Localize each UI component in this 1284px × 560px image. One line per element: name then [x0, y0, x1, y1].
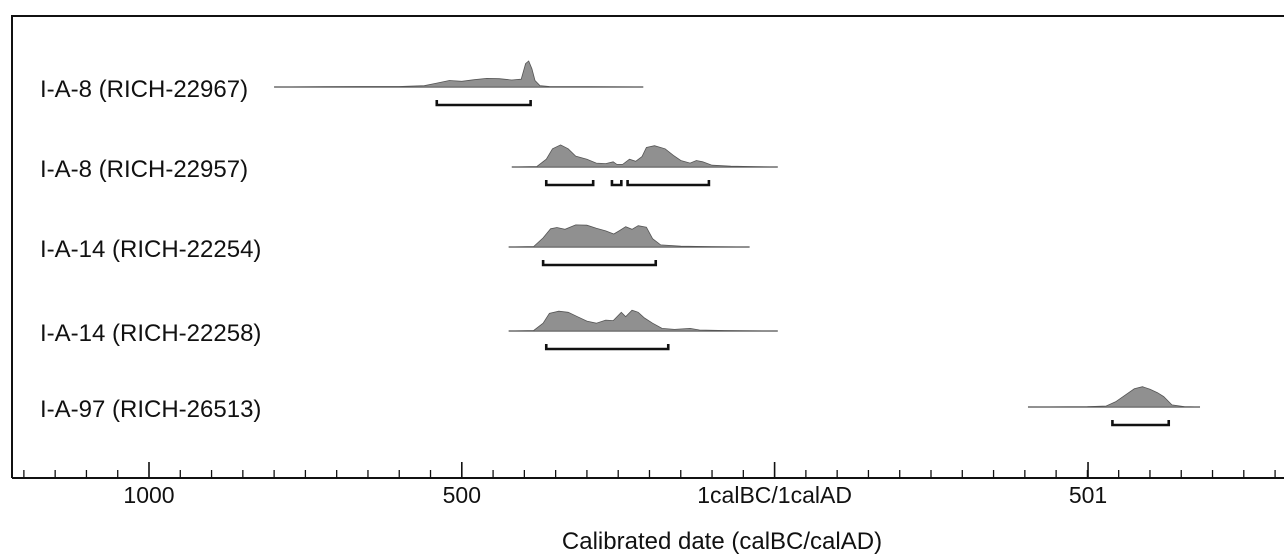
x-tick-label: 500	[443, 482, 481, 508]
probability-density	[509, 225, 750, 247]
x-tick-label: 501	[1069, 482, 1107, 508]
sample-label: I-A-14 (RICH-22258)	[40, 320, 261, 347]
probability-density	[274, 61, 643, 87]
probability-density	[512, 145, 778, 167]
sample-rows: I-A-8 (RICH-22967) I-A-8 (RICH-22957) I-A-…	[40, 61, 1200, 425]
sample-label: I-A-14 (RICH-22254)	[40, 236, 261, 263]
sample-row: I-A-8 (RICH-22967)	[40, 61, 643, 105]
sample-row: I-A-14 (RICH-22258)	[40, 310, 778, 349]
range-bracket	[437, 100, 531, 105]
range-bracket	[546, 180, 593, 185]
x-axis-ticks: 1000 500 1calBC/1calAD 501	[24, 462, 1275, 508]
sample-label: I-A-97 (RICH-26513)	[40, 396, 261, 423]
x-axis-title: Calibrated date (calBC/calAD)	[562, 528, 882, 555]
sample-row: I-A-97 (RICH-26513)	[40, 387, 1200, 425]
probability-density	[509, 310, 778, 331]
sample-label: I-A-8 (RICH-22967)	[40, 76, 248, 103]
range-bracket	[546, 344, 668, 349]
range-bracket	[543, 260, 656, 265]
sample-row: I-A-14 (RICH-22254)	[40, 225, 750, 265]
range-bracket	[628, 180, 709, 185]
x-tick-label: 1calBC/1calAD	[697, 482, 852, 508]
x-tick-label: 1000	[123, 482, 174, 508]
range-bracket	[1112, 420, 1168, 425]
sample-label: I-A-8 (RICH-22957)	[40, 156, 248, 183]
probability-density	[1028, 387, 1200, 407]
sample-row: I-A-8 (RICH-22957)	[40, 145, 778, 185]
range-bracket	[612, 180, 621, 185]
